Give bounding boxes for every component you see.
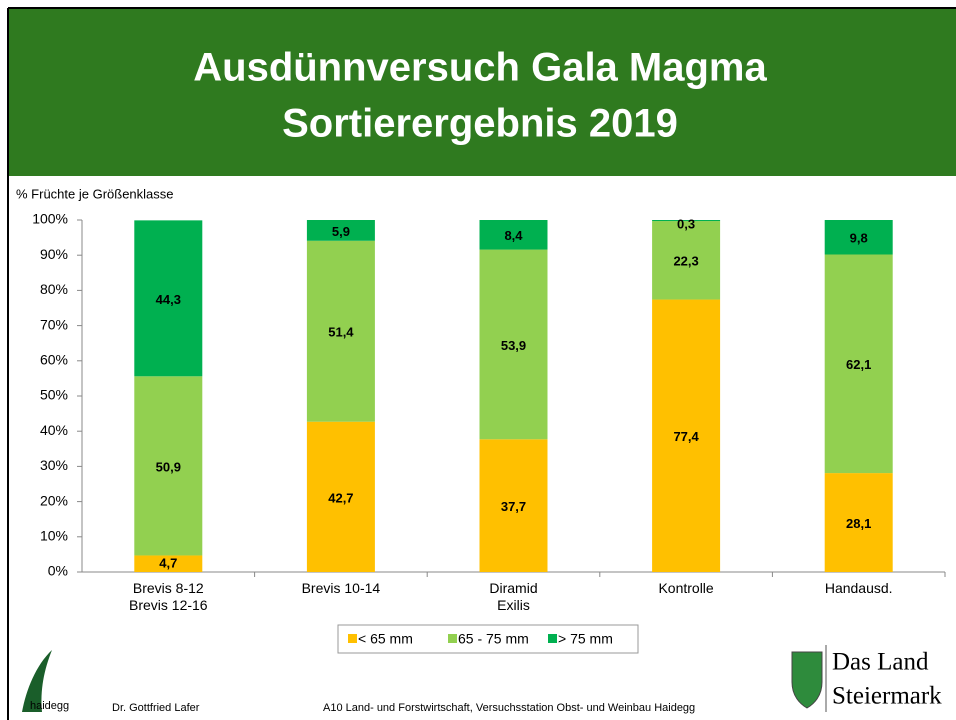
- value-label: 8,4: [504, 228, 523, 243]
- legend-swatch: [348, 634, 357, 643]
- value-label: 50,9: [156, 459, 181, 474]
- brand: Steiermark: [832, 683, 942, 710]
- y-tick-label: 50%: [40, 387, 68, 403]
- y-axis-label: % Früchte je Größenklasse: [16, 186, 174, 201]
- value-label: 62,1: [846, 357, 871, 372]
- y-tick-label: 70%: [40, 316, 68, 332]
- value-label: 4,7: [159, 555, 177, 570]
- value-label: 5,9: [332, 224, 350, 239]
- y-tick-label: 0%: [48, 563, 68, 579]
- title: Sortierergebnis 2019: [282, 102, 678, 146]
- x-tick-label: Brevis 10-14: [261, 580, 421, 597]
- y-tick-label: 40%: [40, 422, 68, 438]
- footer-author: Dr. Gottfried Lafer: [112, 702, 200, 714]
- x-tick-label: Kontrolle: [606, 580, 766, 597]
- legend-swatch: [448, 634, 457, 643]
- title: Ausdünnversuch Gala Magma: [193, 46, 767, 90]
- value-label: 42,7: [328, 490, 353, 505]
- value-label: 51,4: [328, 325, 354, 340]
- value-label: 9,8: [850, 231, 868, 246]
- header-band: [8, 8, 956, 176]
- brand: Das Land: [832, 649, 929, 676]
- footer-institution: A10 Land- und Forstwirtschaft, Versuchss…: [323, 702, 695, 714]
- value-label: 77,4: [673, 429, 699, 444]
- y-tick-label: 100%: [32, 211, 68, 227]
- y-tick-label: 10%: [40, 528, 68, 544]
- legend-label: 65 - 75 mm: [458, 631, 529, 647]
- value-label: 0,3: [677, 216, 695, 231]
- logo-text: haidegg: [30, 700, 69, 712]
- x-tick-label: Handausd.: [779, 580, 939, 597]
- legend-swatch: [548, 634, 557, 643]
- value-label: 22,3: [673, 254, 698, 269]
- y-tick-label: 60%: [40, 352, 68, 368]
- y-tick-label: 90%: [40, 246, 68, 262]
- y-tick-label: 30%: [40, 457, 68, 473]
- y-tick-label: 20%: [40, 492, 68, 508]
- value-label: 53,9: [501, 338, 526, 353]
- legend-label: > 75 mm: [558, 631, 613, 647]
- value-label: 37,7: [501, 499, 526, 514]
- legend-label: < 65 mm: [358, 631, 413, 647]
- slide: Ausdünnversuch Gala Magma Sortierergebni…: [0, 0, 956, 720]
- value-label: 44,3: [156, 292, 181, 307]
- x-tick-label: Diramid Exilis: [434, 580, 594, 614]
- value-label: 28,1: [846, 516, 871, 531]
- y-tick-label: 80%: [40, 281, 68, 297]
- x-tick-label: Brevis 8-12 Brevis 12-16: [88, 580, 248, 614]
